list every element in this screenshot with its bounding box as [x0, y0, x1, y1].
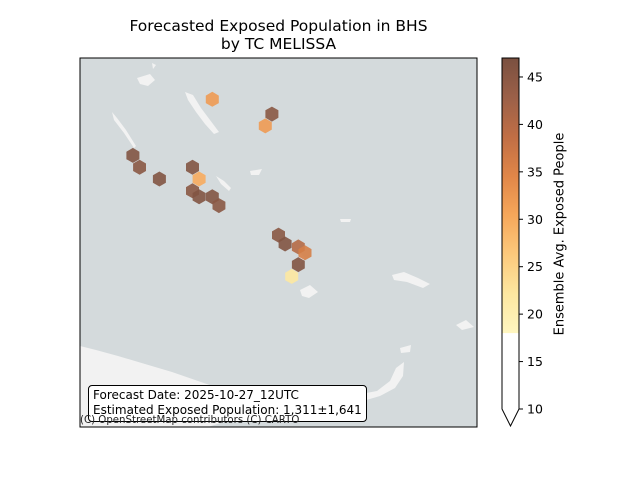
land-andros-islets — [112, 112, 136, 148]
land-long-island — [340, 219, 351, 222]
hex-cell-14 — [278, 236, 292, 252]
hex-cell-18 — [285, 268, 299, 284]
land-cat-island — [250, 169, 262, 175]
hex-cell-5 — [133, 159, 146, 175]
colorbar-tick-label-15: 15 — [527, 354, 543, 369]
land-tortuga — [400, 345, 411, 353]
hex-cell-12 — [212, 198, 226, 214]
colorbar-tick-label-35: 35 — [527, 164, 543, 179]
map-attribution: (C) OpenStreetMap contributors (C) CARTO — [80, 415, 300, 426]
chart-title: Forecasted Exposed Population in BHS by … — [80, 17, 477, 53]
hex-cell-3 — [258, 118, 272, 134]
land-great-inagua — [392, 272, 430, 288]
hex-cell-6 — [152, 171, 166, 187]
colorbar-tick-label-20: 20 — [527, 307, 543, 322]
land-acklins — [300, 285, 318, 298]
chart-title-line-1: Forecasted Exposed Population in BHS — [129, 17, 428, 35]
hex-cell-8 — [192, 171, 206, 187]
colorbar-tick-label-45: 45 — [527, 69, 543, 84]
exposed-population-text: Estimated Exposed Population: 1,311±1,64… — [93, 403, 362, 417]
colorbar-below-threshold — [502, 333, 519, 409]
hex-cell-10 — [192, 189, 206, 205]
land-caicos — [456, 320, 474, 330]
colorbar-tick-label-30: 30 — [527, 212, 543, 227]
colorbar-gradient — [502, 58, 519, 334]
colorbar: 10 15 20 25 30 35 40 45 — [501, 57, 543, 428]
hexbin-layer — [126, 91, 312, 284]
hex-cell-17 — [291, 257, 305, 273]
land-eleuthera — [216, 176, 231, 191]
hex-cell-16 — [298, 245, 312, 261]
chart-title-line-2: by TC MELISSA — [220, 35, 337, 53]
map-frame — [79, 57, 478, 428]
forecast-date-text: Forecast Date: 2025-10-27_12UTC — [93, 388, 299, 402]
hex-cell-4 — [126, 147, 140, 163]
colorbar-outline — [501, 57, 520, 428]
info-box: Forecast Date: 2025-10-27_12UTC Estimate… — [88, 385, 367, 422]
hex-cell-2 — [265, 106, 279, 122]
colorbar-tick-label-40: 40 — [527, 117, 543, 132]
land-grand-bahama — [137, 74, 155, 86]
hex-cell-7 — [186, 159, 199, 175]
hex-cell-1 — [205, 91, 219, 107]
land-abaco — [185, 92, 219, 134]
land-grand-bahama-islet — [152, 63, 156, 69]
colorbar-tick-label-25: 25 — [527, 259, 543, 274]
colorbar-tick-label-10: 10 — [527, 402, 543, 417]
colorbar-label: Ensemble Avg. Exposed People — [552, 132, 568, 336]
